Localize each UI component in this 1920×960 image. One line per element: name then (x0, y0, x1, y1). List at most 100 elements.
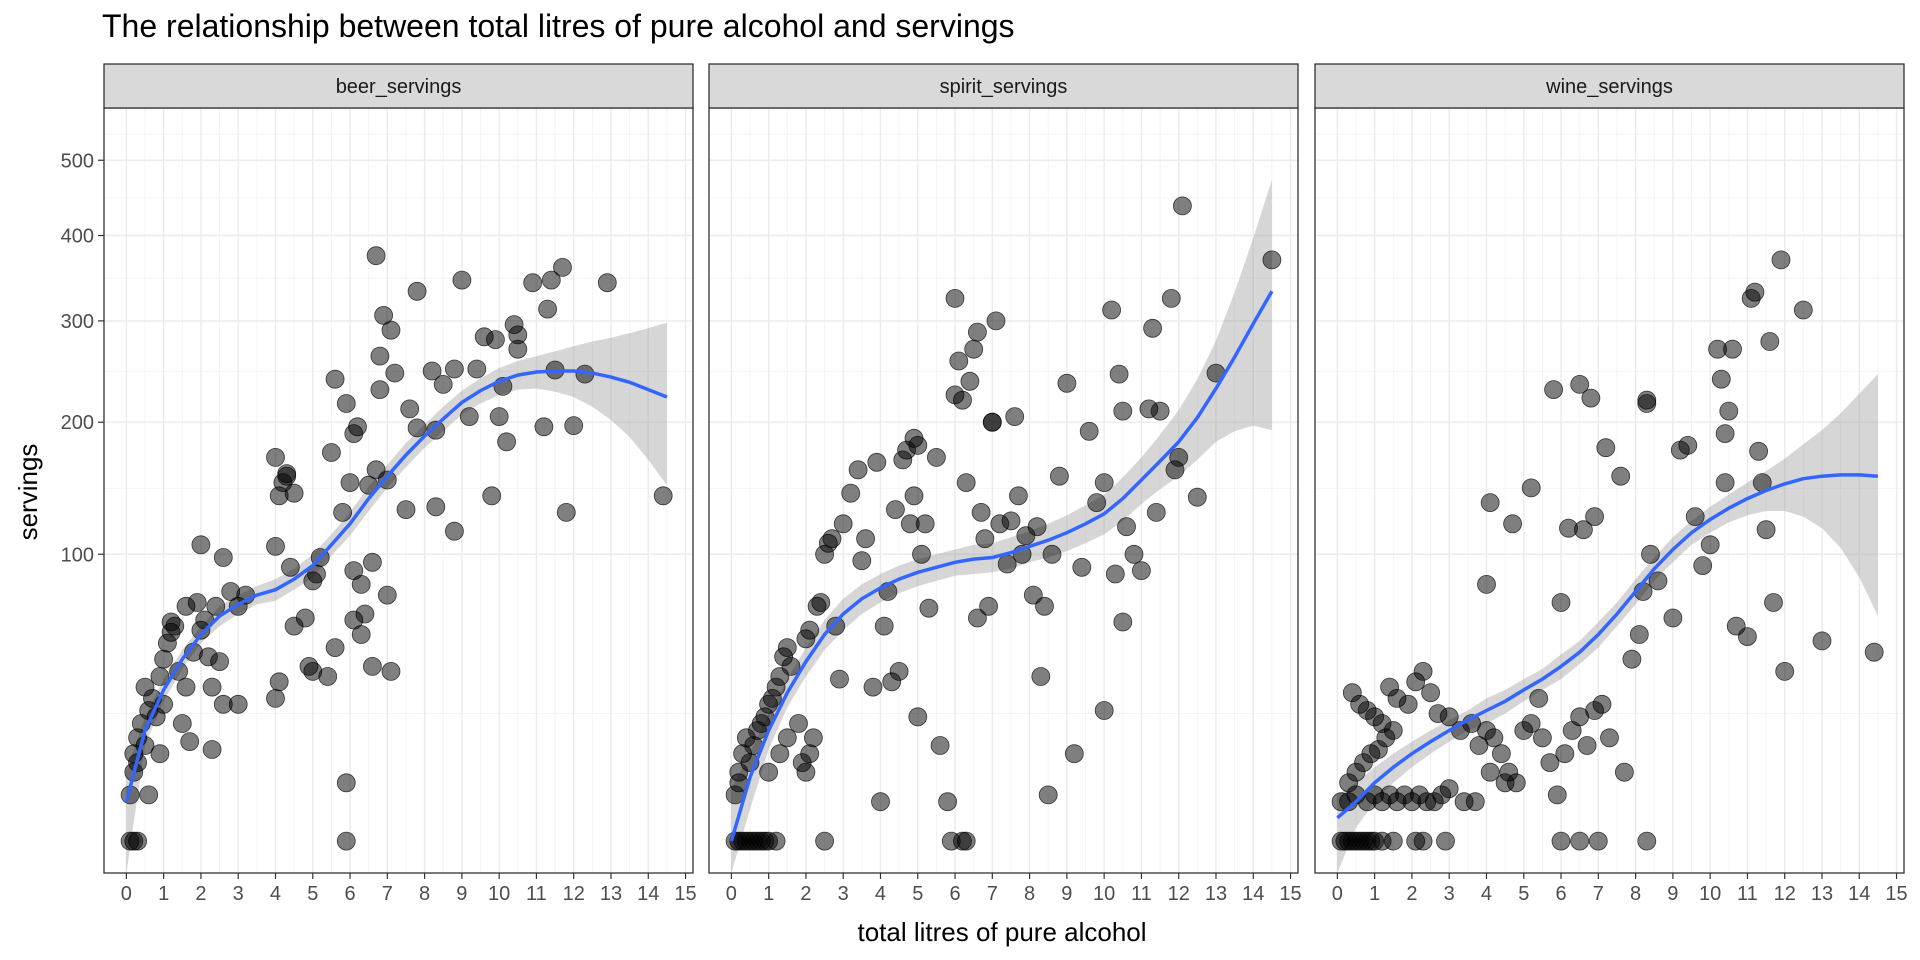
data-point (523, 273, 543, 293)
data-point (299, 657, 319, 676)
data-point (206, 596, 226, 616)
data-point (564, 416, 584, 436)
data-point (381, 320, 401, 340)
y-tick-label: 400 (61, 226, 94, 248)
data-point (1521, 714, 1541, 733)
data-point (508, 339, 528, 359)
x-tick-label: 2 (800, 883, 811, 905)
data-point (407, 281, 427, 301)
data-point (1016, 526, 1036, 546)
data-point (1547, 785, 1567, 805)
data-point (1663, 608, 1683, 628)
data-point (1551, 831, 1571, 851)
data-point (1105, 564, 1125, 584)
data-point (1109, 364, 1129, 384)
data-point (307, 564, 326, 584)
facet-strip-label: spirit_servings (940, 76, 1068, 98)
data-point (863, 677, 883, 697)
data-point (128, 831, 148, 851)
data-point (1150, 401, 1170, 421)
data-point (1738, 627, 1757, 646)
data-point (811, 593, 831, 612)
x-tick-label: 11 (1737, 883, 1758, 905)
data-point (908, 707, 928, 727)
data-point (1745, 282, 1765, 302)
data-point (467, 359, 487, 379)
data-point (1057, 373, 1077, 393)
data-point (1009, 486, 1028, 506)
data-point (277, 464, 297, 484)
facet-strip (1314, 63, 1905, 109)
data-point (953, 390, 972, 410)
data-point (1581, 388, 1601, 408)
data-point (822, 529, 842, 549)
data-point (370, 380, 390, 400)
x-tick-label: 10 (488, 883, 510, 905)
data-point (979, 596, 998, 616)
data-point (1072, 557, 1092, 577)
x-tick-label: 3 (1444, 883, 1455, 905)
x-tick-label: 8 (1630, 883, 1641, 905)
data-point (1492, 744, 1511, 764)
data-point (400, 399, 420, 419)
x-tick-label: 9 (456, 883, 467, 905)
data-point (176, 596, 196, 616)
data-point (1023, 585, 1043, 605)
data-point (1637, 390, 1657, 410)
data-point (1793, 300, 1813, 320)
data-point (1480, 493, 1500, 513)
x-tick-label: 1 (158, 883, 169, 905)
data-point (1031, 667, 1051, 686)
data-point (867, 452, 887, 472)
x-tick-label: 5 (307, 883, 318, 905)
data-point (833, 514, 853, 534)
x-tick-label: 14 (637, 883, 659, 905)
x-tick-label: 14 (1242, 883, 1264, 905)
data-point (325, 638, 345, 657)
data-point (1577, 736, 1597, 755)
x-tick-label: 7 (987, 883, 998, 905)
data-point (1700, 535, 1720, 555)
panel-background (104, 108, 693, 873)
data-point (1760, 332, 1780, 351)
data-point (1678, 435, 1698, 455)
data-point (777, 728, 797, 748)
data-point (362, 657, 382, 676)
data-point (1715, 424, 1735, 444)
x-tick-label: 15 (1885, 883, 1907, 905)
data-point (1079, 421, 1099, 441)
data-point (1484, 728, 1504, 748)
data-point (191, 535, 211, 555)
data-point (874, 616, 894, 636)
data-point (1087, 493, 1107, 513)
data-point (1574, 520, 1593, 540)
data-point (1629, 625, 1649, 644)
data-point (295, 608, 315, 628)
x-tick-label: 13 (1811, 883, 1833, 905)
data-point (1094, 473, 1114, 493)
data-point (150, 744, 170, 764)
data-point (1551, 593, 1571, 612)
data-point (444, 521, 464, 541)
x-tick-label: 5 (912, 883, 923, 905)
data-point (938, 792, 957, 812)
data-point (912, 544, 931, 564)
data-point (815, 831, 834, 851)
data-point (800, 620, 820, 640)
data-point (971, 503, 991, 522)
data-point (407, 418, 427, 438)
x-tick-label: 1 (763, 883, 774, 905)
data-point (1592, 694, 1612, 714)
x-tick-label: 0 (121, 883, 132, 905)
data-point (848, 460, 868, 480)
data-point (1038, 785, 1058, 805)
x-tick-label: 4 (270, 883, 281, 905)
data-point (1771, 250, 1791, 270)
data-point (1812, 631, 1832, 651)
data-point (1383, 831, 1403, 851)
data-point (336, 394, 356, 413)
data-point (1161, 288, 1181, 308)
data-point (344, 424, 364, 444)
